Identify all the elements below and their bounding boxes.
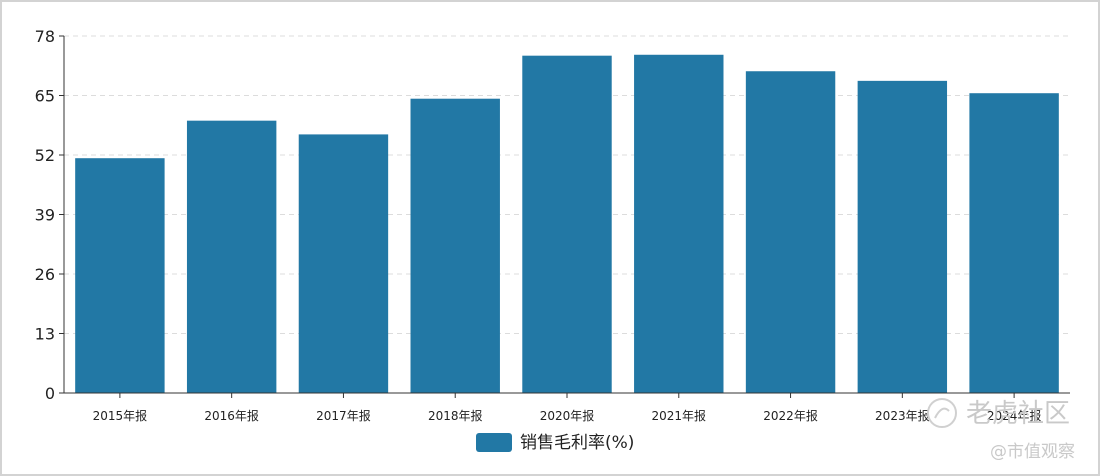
- legend-label: 销售毛利率(%): [520, 433, 634, 453]
- x-tick-label: 2024年报: [987, 408, 1042, 423]
- x-tick-label: 2020年报: [540, 408, 595, 423]
- y-tick-label: 65: [35, 87, 55, 106]
- bar[interactable]: [634, 54, 724, 394]
- watermark: 老虎社区 @市值观察: [927, 398, 1075, 462]
- y-tick-label: 39: [35, 206, 55, 225]
- bar[interactable]: [969, 93, 1059, 393]
- y-tick-label: 13: [35, 325, 55, 344]
- y-tick-label: 26: [35, 265, 55, 284]
- x-tick-label: 2021年报: [652, 408, 707, 423]
- x-tick-label: 2023年报: [875, 408, 930, 423]
- x-axis-ticks: 2015年报 2016年报 2017年报 2018年报 2020年报 2021年报 2022…: [93, 393, 1042, 423]
- y-tick-label: 78: [35, 27, 55, 46]
- legend-swatch: [476, 433, 512, 452]
- x-tick-label: 2022年报: [763, 408, 818, 423]
- x-tick-label: 2018年报: [428, 408, 483, 423]
- watermark-handle: @市值观察: [990, 442, 1075, 462]
- y-axis-ticks: 0 13 26 39 52 65 78: [35, 27, 64, 403]
- watermark-logo-icon: [927, 398, 957, 428]
- bar[interactable]: [745, 71, 836, 393]
- x-tick-label: 2017年报: [316, 408, 371, 423]
- bar[interactable]: [75, 158, 165, 393]
- legend[interactable]: 销售毛利率(%): [476, 433, 634, 453]
- bar[interactable]: [522, 55, 612, 393]
- bar[interactable]: [857, 80, 948, 393]
- bar[interactable]: [186, 120, 277, 393]
- y-tick-label: 52: [35, 146, 55, 165]
- bars: [75, 54, 1059, 394]
- x-tick-label: 2015年报: [93, 408, 148, 423]
- bar[interactable]: [410, 98, 500, 393]
- watermark-brand: 老虎社区: [966, 399, 1070, 429]
- x-tick-label: 2016年报: [204, 408, 259, 423]
- bar[interactable]: [298, 134, 389, 393]
- y-tick-label: 0: [45, 384, 55, 403]
